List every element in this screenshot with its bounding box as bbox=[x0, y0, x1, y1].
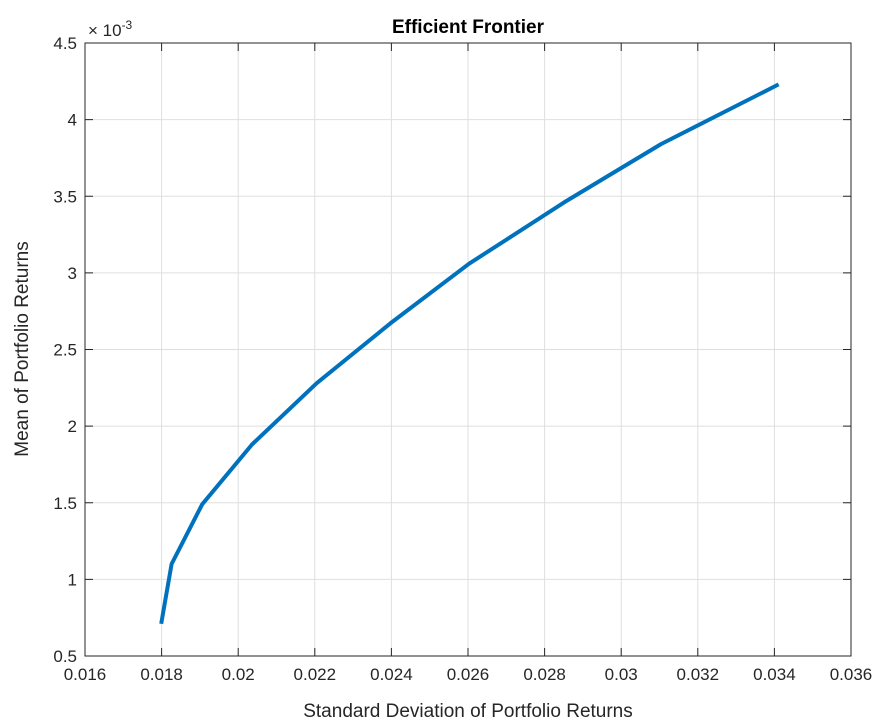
x-tick-label-9: 0.034 bbox=[753, 665, 796, 684]
series-layer bbox=[159, 82, 780, 625]
y-tick-label-2: 1.5 bbox=[53, 494, 77, 513]
y-tick-label-6: 3.5 bbox=[53, 187, 77, 206]
x-tick-label-7: 0.03 bbox=[605, 665, 638, 684]
y-axis-label: Mean of Portfolio Returns bbox=[12, 241, 33, 456]
y-exponent-power: -3 bbox=[122, 18, 133, 32]
series-line-0 bbox=[159, 82, 780, 625]
x-tick-label-0: 0.016 bbox=[64, 665, 107, 684]
x-tick-label-2: 0.02 bbox=[222, 665, 255, 684]
tick-marks bbox=[84, 42, 852, 657]
x-tick-label-5: 0.026 bbox=[447, 665, 490, 684]
x-axis-label: Standard Deviation of Portfolio Returns bbox=[303, 701, 633, 722]
y-axis-exponent-label: × 10-3 bbox=[88, 18, 133, 40]
x-tick-label-6: 0.028 bbox=[523, 665, 566, 684]
chart-title: Efficient Frontier bbox=[392, 17, 545, 38]
tick-labels: 0.016 0.018 0.02 0.022 0.024 0.026 0.028 0.03 0.… bbox=[53, 34, 872, 684]
x-tick-label-3: 0.022 bbox=[294, 665, 337, 684]
x-tick-label-4: 0.024 bbox=[370, 665, 413, 684]
y-tick-label-5: 3 bbox=[68, 264, 77, 283]
y-tick-label-7: 4 bbox=[68, 111, 77, 130]
y-tick-label-0: 0.5 bbox=[53, 647, 77, 666]
x-tick-label-8: 0.032 bbox=[677, 665, 720, 684]
y-exponent-base: × 10 bbox=[88, 21, 122, 40]
y-tick-label-1: 1 bbox=[68, 570, 77, 589]
y-tick-label-3: 2 bbox=[68, 417, 77, 436]
y-tick-label-4: 2.5 bbox=[53, 341, 77, 360]
x-tick-label-10: 0.036 bbox=[830, 665, 873, 684]
y-tick-label-8: 4.5 bbox=[53, 34, 77, 53]
x-tick-label-1: 0.018 bbox=[140, 665, 183, 684]
